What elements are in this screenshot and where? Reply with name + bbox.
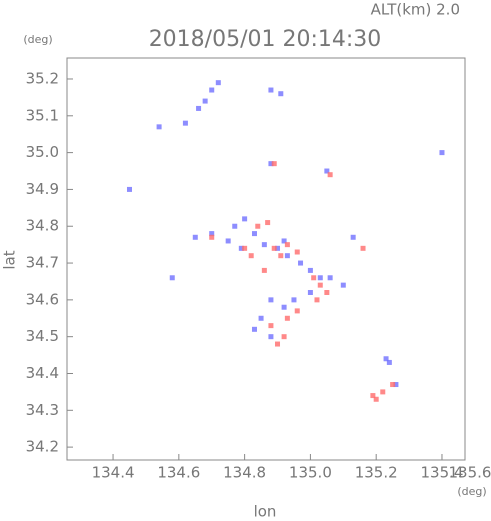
point bbox=[275, 245, 281, 251]
point bbox=[380, 389, 386, 395]
point bbox=[281, 304, 287, 310]
point bbox=[126, 186, 132, 192]
point bbox=[317, 275, 323, 281]
y-tick-label: 34.2 bbox=[26, 438, 59, 456]
point bbox=[251, 326, 257, 332]
chart-title: 2018/05/01 20:14:30 bbox=[149, 27, 382, 52]
point bbox=[242, 216, 248, 222]
point bbox=[373, 396, 379, 402]
y-tick-label: 35.2 bbox=[26, 69, 59, 87]
point bbox=[251, 231, 257, 237]
point bbox=[284, 242, 290, 248]
y-axis-label: lat bbox=[1, 250, 19, 269]
point bbox=[281, 334, 287, 340]
point bbox=[255, 223, 261, 229]
point bbox=[209, 234, 215, 240]
point bbox=[324, 168, 330, 174]
point bbox=[271, 161, 277, 167]
x-tick-label: 135.0 bbox=[289, 464, 332, 482]
point bbox=[156, 124, 162, 130]
point bbox=[275, 341, 281, 347]
x-tick-label: 135.6 bbox=[449, 464, 491, 482]
point bbox=[258, 315, 264, 321]
point bbox=[202, 98, 208, 104]
y-tick-label: 34.7 bbox=[26, 254, 59, 272]
point bbox=[439, 150, 445, 156]
point bbox=[196, 105, 202, 111]
point bbox=[370, 393, 376, 399]
point bbox=[242, 245, 248, 251]
point bbox=[284, 315, 290, 321]
x-axis-label: lon bbox=[254, 503, 277, 521]
point bbox=[268, 87, 274, 93]
point bbox=[294, 249, 300, 255]
point bbox=[261, 267, 267, 273]
point bbox=[291, 297, 297, 303]
point bbox=[248, 253, 254, 259]
point bbox=[209, 231, 215, 237]
y-tick-label: 34.3 bbox=[26, 401, 59, 419]
y-tick-label: 34.4 bbox=[26, 364, 59, 382]
point bbox=[298, 260, 304, 266]
point bbox=[324, 290, 330, 295]
y-tick-label: 35.0 bbox=[26, 143, 59, 161]
y-tick-label: 35.1 bbox=[26, 106, 59, 124]
point bbox=[268, 297, 274, 303]
point bbox=[268, 323, 274, 329]
x-tick-label: 134.8 bbox=[223, 464, 266, 482]
plot-frame bbox=[66, 57, 466, 461]
point bbox=[393, 382, 399, 388]
point bbox=[261, 242, 267, 248]
point bbox=[215, 80, 221, 86]
point bbox=[383, 356, 389, 362]
point bbox=[268, 161, 274, 167]
point bbox=[340, 282, 346, 288]
point bbox=[268, 334, 274, 340]
point bbox=[281, 238, 287, 244]
point bbox=[271, 245, 277, 251]
point bbox=[314, 297, 320, 303]
y-tick-label: 34.6 bbox=[26, 290, 59, 308]
point bbox=[238, 245, 244, 251]
x-tick-label: 134.6 bbox=[157, 464, 200, 482]
point bbox=[232, 223, 238, 229]
x-tick-label: 134.4 bbox=[92, 464, 135, 482]
subtitle: ALT(km) 2.0 bbox=[371, 1, 460, 19]
point bbox=[307, 267, 313, 273]
point bbox=[182, 120, 188, 126]
point bbox=[169, 275, 175, 281]
y-tick-label: 34.5 bbox=[26, 327, 59, 345]
x-tick-label: 135.4 bbox=[420, 464, 463, 482]
point bbox=[294, 308, 300, 314]
point bbox=[360, 245, 366, 251]
y-tick-label: 34.8 bbox=[26, 217, 59, 235]
point bbox=[311, 275, 317, 281]
point bbox=[225, 238, 231, 244]
y-tick-label: 34.9 bbox=[26, 180, 59, 198]
point bbox=[284, 253, 290, 259]
point bbox=[386, 359, 392, 365]
point bbox=[192, 234, 198, 240]
point bbox=[278, 91, 284, 97]
point bbox=[327, 275, 333, 281]
x-tick-label: 135.2 bbox=[355, 464, 398, 482]
point bbox=[317, 282, 323, 288]
point bbox=[327, 172, 333, 178]
point bbox=[350, 234, 356, 240]
point bbox=[209, 87, 215, 93]
point bbox=[307, 290, 313, 295]
y-unit: (deg) bbox=[23, 33, 52, 46]
point bbox=[278, 253, 284, 259]
point bbox=[265, 220, 271, 226]
point bbox=[390, 382, 396, 388]
x-unit: (deg) bbox=[457, 485, 486, 498]
